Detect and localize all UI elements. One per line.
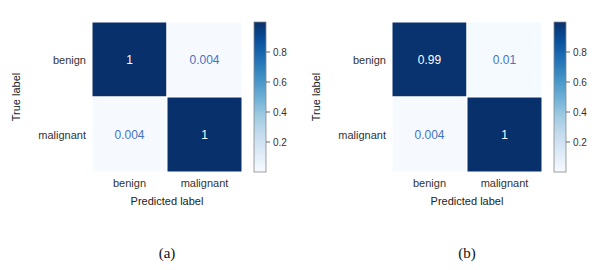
colorbar-tick <box>266 112 270 113</box>
cell-label: 1 <box>501 128 508 142</box>
y-axis-label: True label <box>310 73 322 122</box>
cell-label: 0.004 <box>414 128 444 142</box>
y-tick-label: malignant <box>38 129 86 141</box>
heatmap-panel: 1 0.004 0.004 1 benign malignant benign maligna… <box>10 22 287 262</box>
x-axis-label: Predicted label <box>431 195 504 207</box>
panel-title: (b) <box>458 245 476 262</box>
colorbar-tick <box>566 82 570 83</box>
colorbar-tick <box>266 142 270 143</box>
colorbar-tick-label: 0.4 <box>273 107 287 118</box>
y-axis-label: True label <box>10 73 22 122</box>
colorbar-tick-label: 0.2 <box>573 137 587 148</box>
cell-label: 1 <box>126 53 133 67</box>
cell-label: 0.004 <box>114 128 144 142</box>
colorbar-tick-label: 0.4 <box>573 107 587 118</box>
heatmap-cell <box>467 22 542 97</box>
heatmap-cell <box>92 97 167 172</box>
colorbar-tick <box>266 82 270 83</box>
panel-title: (a) <box>159 245 176 262</box>
heatmap-cell <box>467 97 542 172</box>
colorbar-tick-label: 0.8 <box>273 47 287 58</box>
x-axis-label: Predicted label <box>131 195 204 207</box>
cell-label: 1 <box>201 128 208 142</box>
y-tick-label: benign <box>53 54 86 66</box>
y-tick-label: malignant <box>338 129 386 141</box>
cell-label: 0.004 <box>189 53 219 67</box>
cell-label: 0.01 <box>493 53 517 67</box>
colorbar <box>254 22 266 172</box>
heatmap-cell <box>167 22 242 97</box>
heatmap-cell <box>392 22 467 97</box>
heatmap-cell <box>392 97 467 172</box>
colorbar-tick <box>266 52 270 53</box>
colorbar-tick <box>566 142 570 143</box>
heatmap-cell <box>92 22 167 97</box>
colorbar-tick <box>566 112 570 113</box>
colorbar-tick-label: 0.8 <box>573 47 587 58</box>
chart-canvas: 1 0.004 0.004 1 benign malignant benign maligna… <box>0 0 600 270</box>
heatmap-cell <box>167 97 242 172</box>
colorbar-tick-label: 0.6 <box>273 77 287 88</box>
x-tick-label: benign <box>113 177 146 189</box>
x-tick-label: malignant <box>181 177 229 189</box>
colorbar <box>554 22 566 172</box>
heatmap-panel: 0.99 0.01 0.004 1 benign malignant benign malig… <box>310 22 587 262</box>
cell-label: 0.99 <box>418 53 442 67</box>
x-tick-label: benign <box>413 177 446 189</box>
y-tick-label: benign <box>353 54 386 66</box>
x-tick-label: malignant <box>481 177 529 189</box>
colorbar-tick-label: 0.6 <box>573 77 587 88</box>
colorbar-tick <box>566 52 570 53</box>
colorbar-tick-label: 0.2 <box>273 137 287 148</box>
